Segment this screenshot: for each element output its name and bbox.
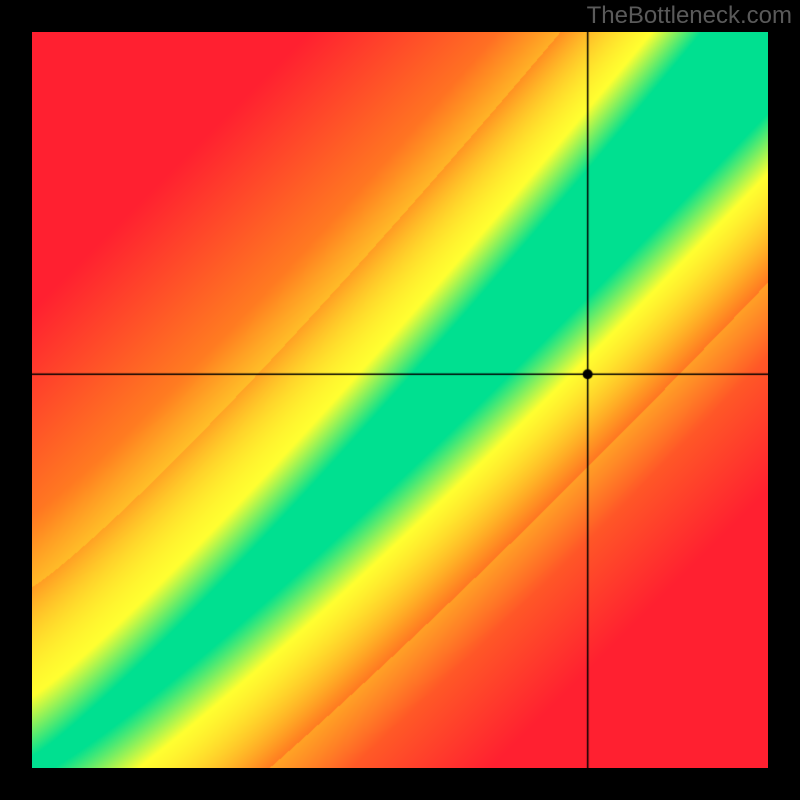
watermark-text: TheBottleneck.com <box>587 2 792 30</box>
heatmap-canvas <box>32 32 768 768</box>
bottleneck-heatmap <box>32 32 768 768</box>
